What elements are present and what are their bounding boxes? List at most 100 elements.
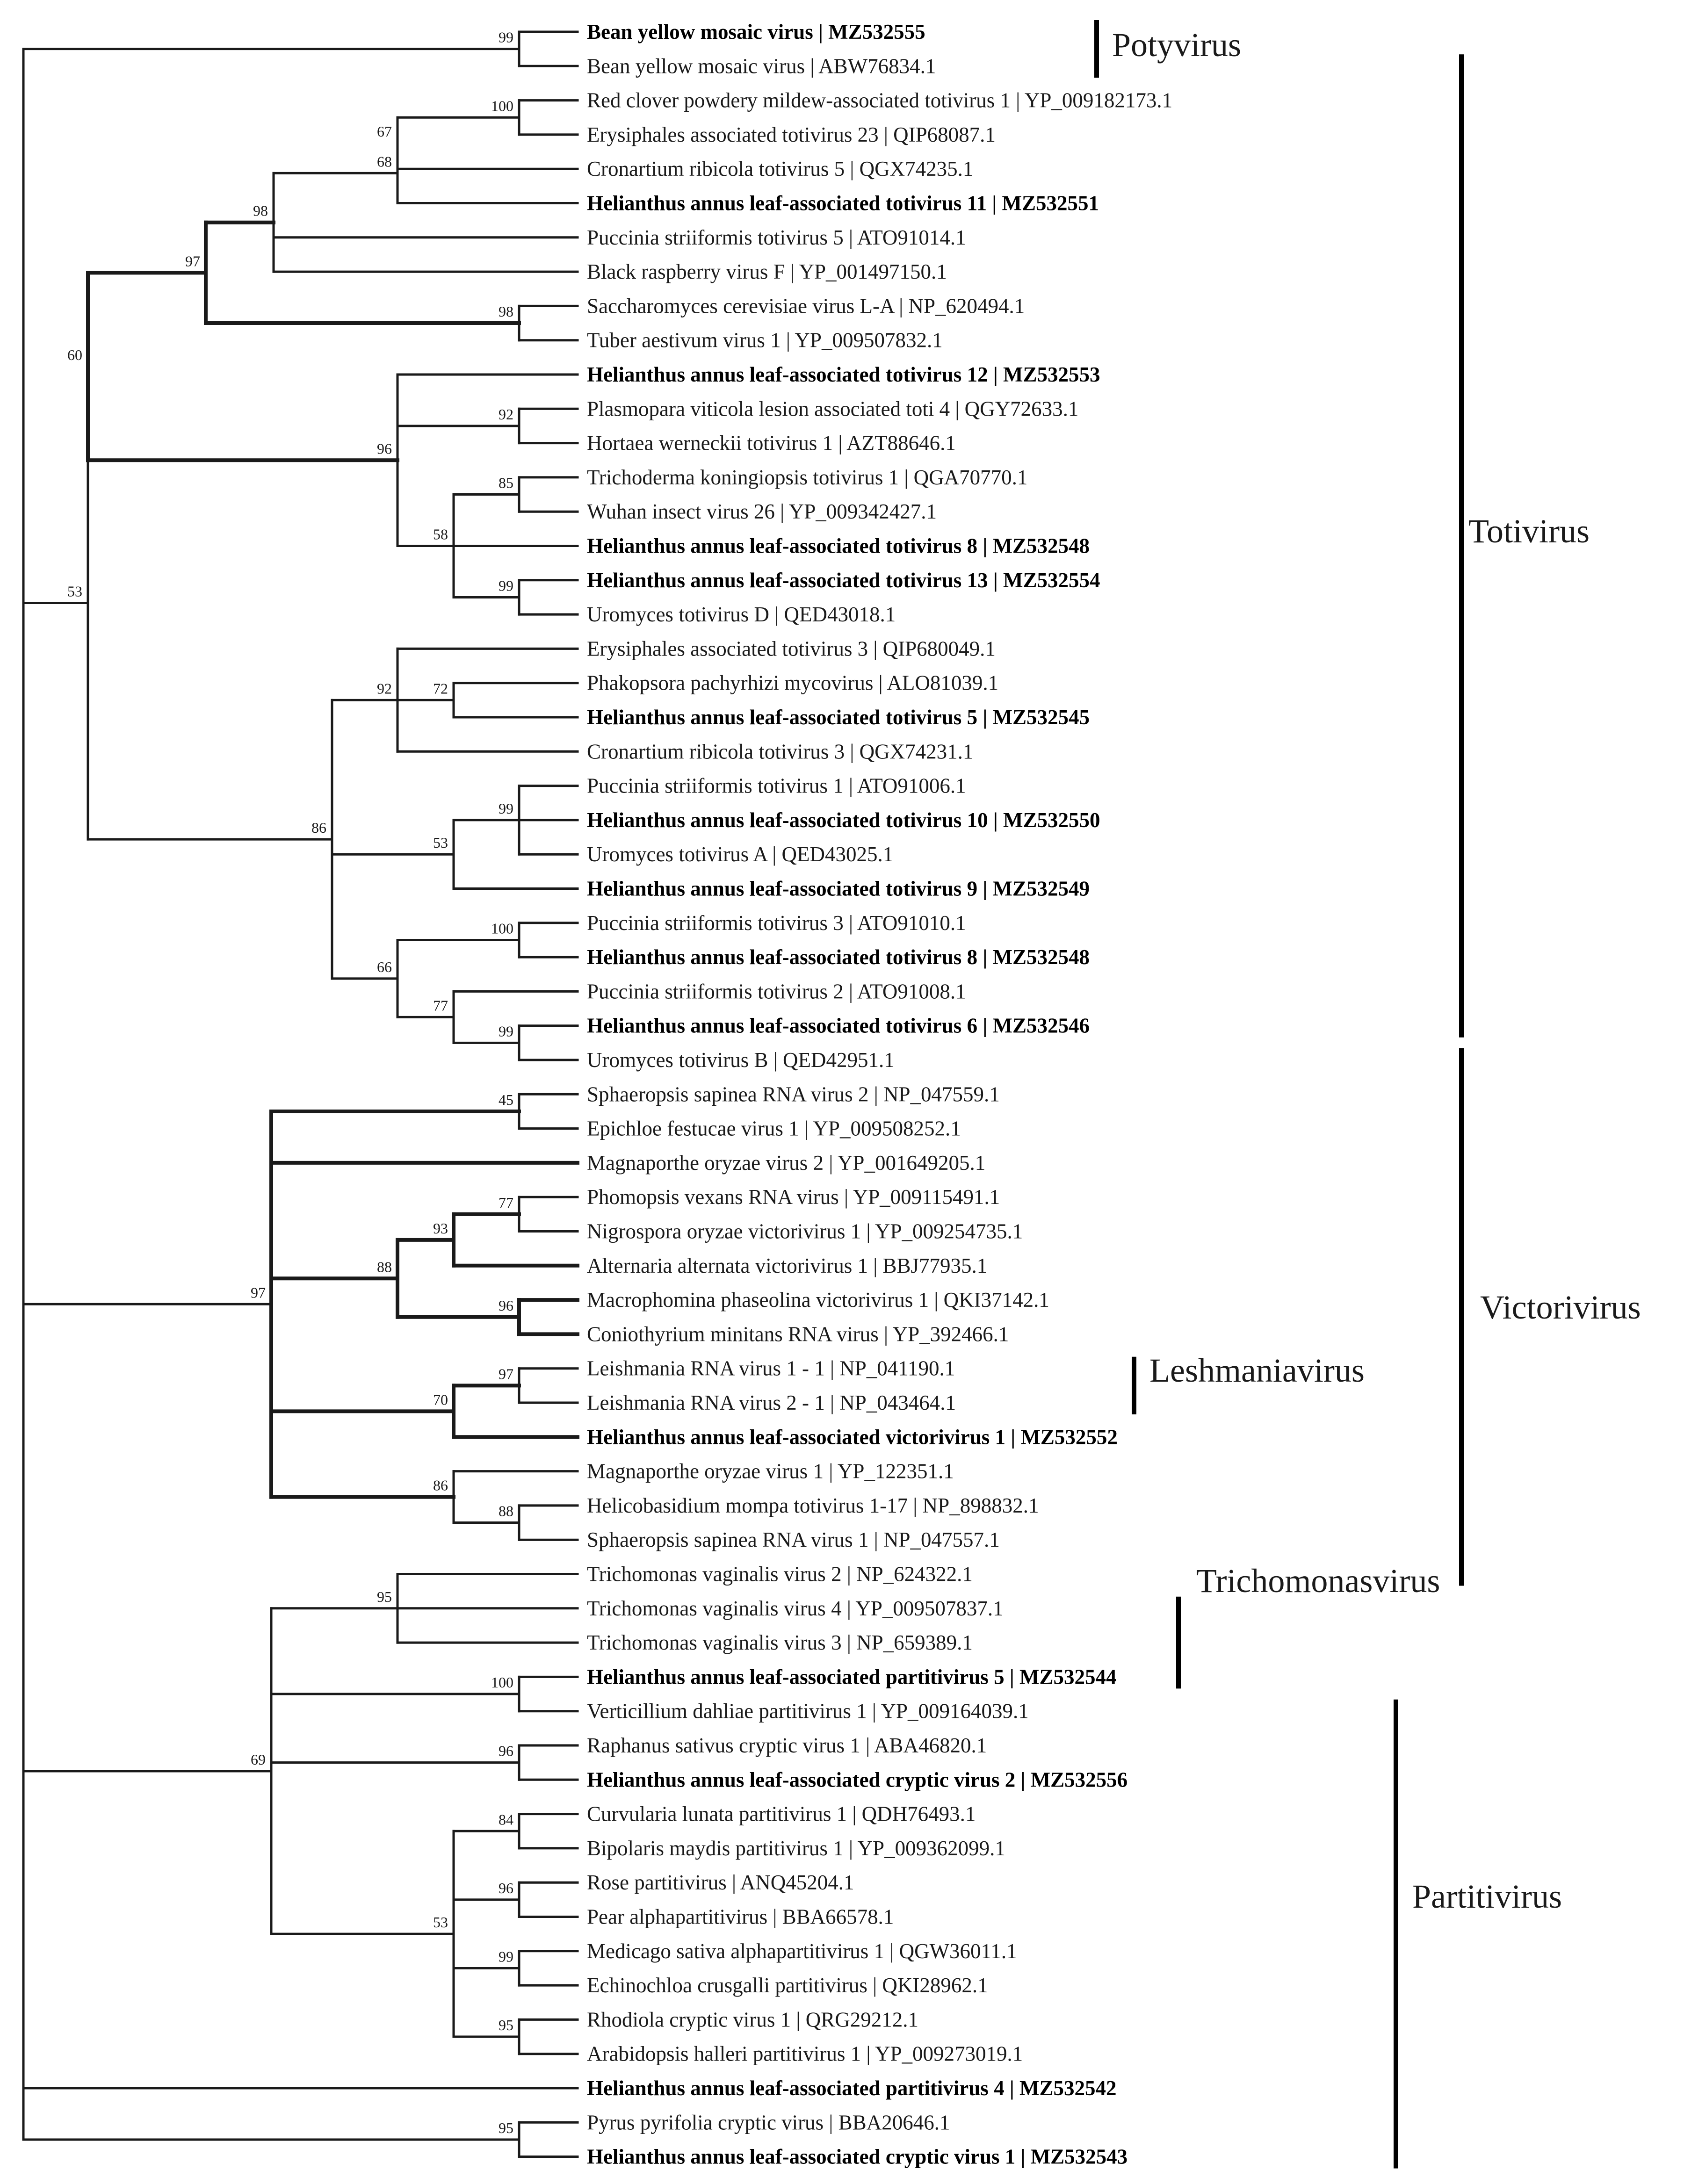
leaf-label: Pear alphapartitivirus | BBA66578.1 xyxy=(587,1905,894,1929)
bootstrap-value: 100 xyxy=(491,920,513,937)
tree-branches xyxy=(22,30,579,2158)
leaf-label: Helianthus annus leaf-associated victori… xyxy=(587,1425,1118,1449)
leaf-label: Helianthus annus leaf-associated partiti… xyxy=(587,2076,1116,2100)
leaf-label: Plasmopara viticola lesion associated to… xyxy=(587,397,1078,420)
bootstrap-value: 69 xyxy=(251,1751,266,1768)
leaf-label: Phomopsis vexans RNA virus | YP_00911549… xyxy=(587,1185,1000,1209)
leaf-label: Epichloe festucae virus 1 | YP_009508252… xyxy=(587,1117,961,1140)
leaf-label: Hortaea werneckii totivirus 1 | AZT88646… xyxy=(587,432,956,455)
leaf-label: Raphanus sativus cryptic virus 1 | ABA46… xyxy=(587,1734,987,1757)
bootstrap-value: 77 xyxy=(499,1194,513,1211)
leaf-label: Wuhan insect virus 26 | YP_009342427.1 xyxy=(587,500,937,523)
leaf-label: Trichomonas vaginalis virus 2 | NP_62432… xyxy=(587,1563,973,1586)
bootstrap-value: 98 xyxy=(499,303,513,320)
leaf-label: Bean yellow mosaic virus | ABW76834.1 xyxy=(587,54,936,78)
leaf-label: Trichomonas vaginalis virus 4 | YP_00950… xyxy=(587,1597,1004,1620)
leaf-label: Medicago sativa alphapartitivirus 1 | QG… xyxy=(587,1939,1017,1963)
bootstrap-value: 70 xyxy=(433,1391,448,1408)
leaf-label: Erysiphales associated totivirus 23 | QI… xyxy=(587,123,996,146)
leaf-label: Rhodiola cryptic virus 1 | QRG29212.1 xyxy=(587,2008,918,2031)
bootstrap-value: 95 xyxy=(377,1588,392,1605)
leaf-label: Leishmania RNA virus 1 - 1 | NP_041190.1 xyxy=(587,1357,955,1380)
leaf-label: Trichoderma koningiopsis totivirus 1 | Q… xyxy=(587,466,1027,489)
bootstrap-value: 96 xyxy=(499,1880,513,1896)
bootstrap-value: 99 xyxy=(499,577,513,594)
bootstrap-values: 99 100 67 68 98 98 97 92 85 99 58 96 60 72 92 99 53 100 99… xyxy=(67,29,513,2136)
leaf-label: Helianthus annus leaf-associated totivir… xyxy=(587,363,1100,386)
bootstrap-value: 97 xyxy=(251,1284,266,1301)
bootstrap-value: 72 xyxy=(433,680,448,697)
leaf-label: Sphaeropsis sapinea RNA virus 2 | NP_047… xyxy=(587,1082,1000,1106)
leaf-label: Puccinia striiformis totivirus 3 | ATO91… xyxy=(587,911,966,935)
bootstrap-value: 97 xyxy=(499,1365,513,1382)
bootstrap-value: 45 xyxy=(499,1091,513,1108)
group-label: Totivirus xyxy=(1468,512,1590,550)
bootstrap-value: 53 xyxy=(433,834,448,851)
bootstrap-value: 99 xyxy=(499,1948,513,1965)
leaf-label: Black raspberry virus F | YP_001497150.1 xyxy=(587,260,947,283)
bootstrap-value: 58 xyxy=(433,526,448,543)
leaf-label: Cronartium ribicola totivirus 3 | QGX742… xyxy=(587,740,973,763)
bootstrap-value: 92 xyxy=(499,406,513,423)
leaf-label: Sphaeropsis sapinea RNA virus 1 | NP_047… xyxy=(587,1528,1000,1551)
leaf-label: Macrophomina phaseolina victorivirus 1 |… xyxy=(587,1288,1049,1312)
bootstrap-value: 53 xyxy=(433,1914,448,1931)
leaf-label: Helianthus annus leaf-associated totivir… xyxy=(587,808,1100,832)
bootstrap-value: 96 xyxy=(499,1743,513,1759)
bootstrap-value: 93 xyxy=(433,1220,448,1237)
bootstrap-value: 53 xyxy=(67,583,82,599)
leaf-label: Helianthus annus leaf-associated cryptic… xyxy=(587,1768,1127,1791)
bootstrap-value: 96 xyxy=(499,1297,513,1314)
leaf-label: Saccharomyces cerevisiae virus L-A | NP_… xyxy=(587,294,1025,317)
bootstrap-value: 66 xyxy=(377,959,392,975)
bootstrap-value: 95 xyxy=(499,2017,513,2033)
leaf-label: Arabidopsis halleri partitivirus 1 | YP_… xyxy=(587,2042,1023,2066)
leaf-label: Magnaporthe oryzae virus 2 | YP_00164920… xyxy=(587,1151,985,1175)
leaf-label: Helianthus annus leaf-associated totivir… xyxy=(587,534,1090,558)
leaf-label: Bean yellow mosaic virus | MZ532555 xyxy=(587,20,925,43)
leaf-label: Red clover powdery mildew-associated tot… xyxy=(587,89,1172,112)
bootstrap-value: 86 xyxy=(433,1477,448,1494)
leaf-label: Tuber aestivum virus 1 | YP_009507832.1 xyxy=(587,329,943,352)
leaf-label: Phakopsora pachyrhizi mycovirus | ALO810… xyxy=(587,671,998,695)
leaf-label: Helianthus annus leaf-associated totivir… xyxy=(587,569,1100,592)
leaf-label: Coniothyrium minitans RNA virus | YP_392… xyxy=(587,1322,1009,1346)
leaf-label: Echinochloa crusgalli partitivirus | QKI… xyxy=(587,1974,988,1997)
bootstrap-value: 92 xyxy=(377,680,392,697)
leaf-label: Bipolaris maydis partitivirus 1 | YP_009… xyxy=(587,1837,1005,1860)
leaf-label: Puccinia striiformis totivirus 5 | ATO91… xyxy=(587,226,966,249)
leaf-label: Uromyces totivirus B | QED42951.1 xyxy=(587,1048,895,1072)
bootstrap-value: 97 xyxy=(185,252,200,269)
leaf-label: Curvularia lunata partitivirus 1 | QDH76… xyxy=(587,1802,976,1826)
leaf-label: Nigrospora oryzae victorivirus 1 | YP_00… xyxy=(587,1220,1023,1243)
leaf-label: Alternaria alternata victorivirus 1 | BB… xyxy=(587,1254,987,1277)
bootstrap-value: 98 xyxy=(253,202,268,219)
leaf-label: Helianthus annus leaf-associated totivir… xyxy=(587,192,1099,215)
leaf-label: Helianthus annus leaf-associated totivir… xyxy=(587,945,1090,969)
leaf-label: Magnaporthe oryzae virus 1 | YP_122351.1 xyxy=(587,1460,954,1483)
bootstrap-value: 88 xyxy=(499,1503,513,1520)
leaf-label: Rose partitivirus | ANQ45204.1 xyxy=(587,1871,854,1894)
leaf-label: Puccinia striiformis totivirus 1 | ATO91… xyxy=(587,774,966,798)
bootstrap-value: 67 xyxy=(377,123,392,140)
group-label: Partitivirus xyxy=(1412,1878,1562,1915)
bootstrap-value: 95 xyxy=(499,2119,513,2136)
leaf-labels: Bean yellow mosaic virus | MZ532555 Bean … xyxy=(587,20,1172,2169)
leaf-label: Puccinia striiformis totivirus 2 | ATO91… xyxy=(587,980,966,1003)
bootstrap-value: 99 xyxy=(499,29,513,46)
group-label: Victorivirus xyxy=(1480,1289,1641,1326)
bootstrap-value: 96 xyxy=(377,440,392,457)
leaf-label: Helianthus annus leaf-associated totivir… xyxy=(587,877,1090,901)
leaf-label: Helicobasidium mompa totivirus 1-17 | NP… xyxy=(587,1494,1039,1517)
group-label: Potyvirus xyxy=(1112,26,1241,64)
leaf-label: Uromyces totivirus D | QED43018.1 xyxy=(587,603,896,626)
leaf-label: Erysiphales associated totivirus 3 | QIP… xyxy=(587,637,996,660)
leaf-label: Leishmania RNA virus 2 - 1 | NP_043464.1 xyxy=(587,1391,956,1414)
group-label: Trichomonasvirus xyxy=(1196,1562,1440,1600)
group-annotations: Potyvirus Totivirus Victorivirus Leshmaniav… xyxy=(1094,20,1641,2169)
leaf-label: Uromyces totivirus A | QED43025.1 xyxy=(587,843,893,866)
bootstrap-value: 99 xyxy=(499,800,513,817)
leaf-label: Helianthus annus leaf-associated partiti… xyxy=(587,1665,1116,1688)
bootstrap-value: 84 xyxy=(499,1811,513,1828)
